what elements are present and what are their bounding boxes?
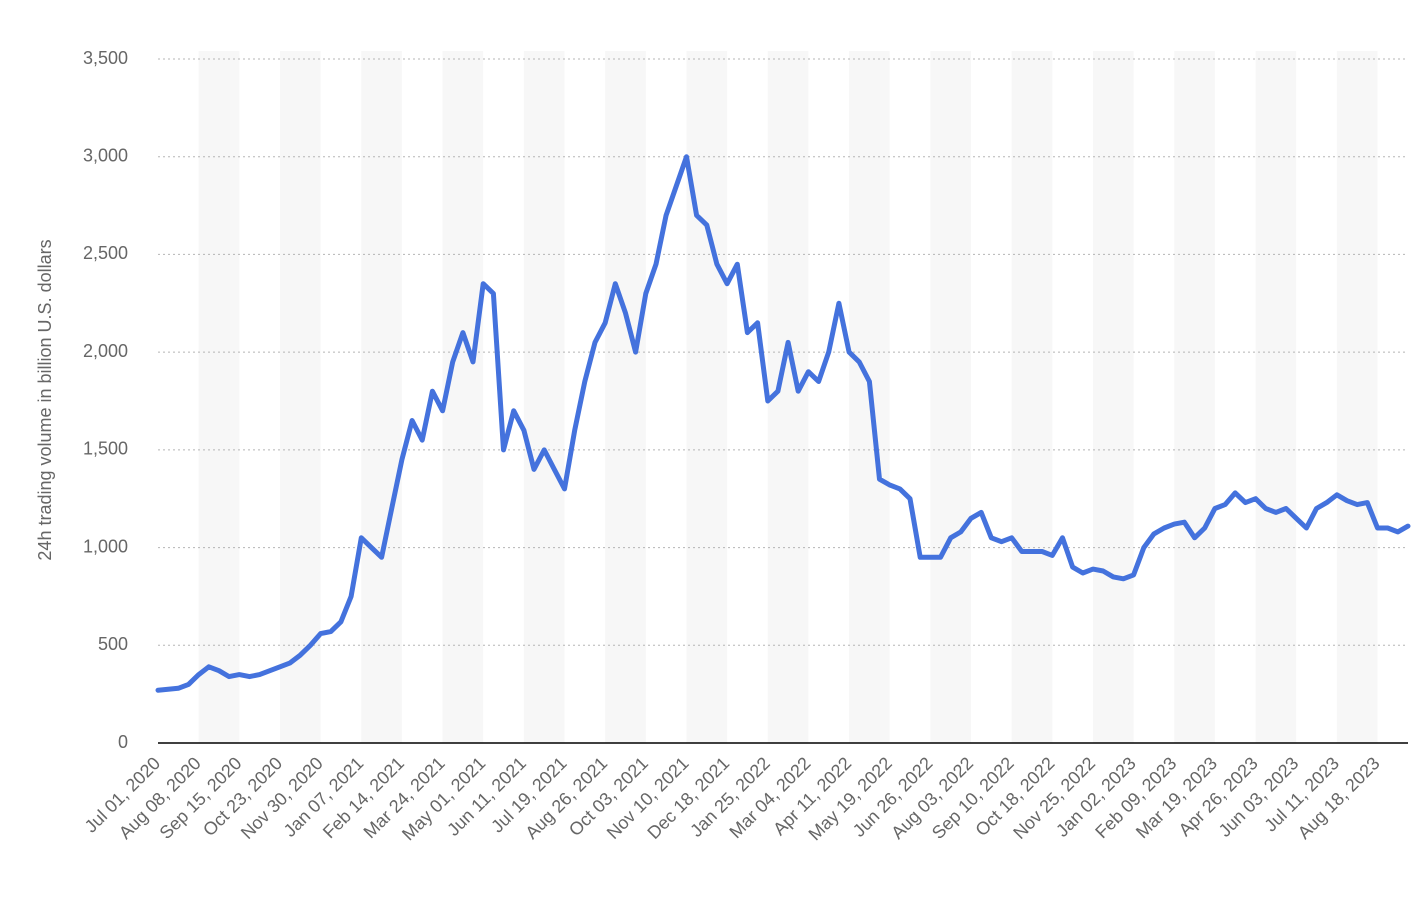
data-line (155, 154, 1411, 693)
y-tick-label: 1,500 (83, 439, 128, 459)
band (361, 51, 402, 743)
band (1092, 51, 1134, 743)
y-tick-label: 3,500 (83, 48, 128, 68)
y-axis-label: 24h trading volume in billion U.S. dolla… (35, 239, 55, 560)
band (605, 51, 646, 743)
y-tick-label: 500 (98, 634, 128, 654)
y-tick-label: 2,000 (83, 341, 128, 361)
bands (198, 51, 1378, 743)
band (930, 51, 972, 743)
band (279, 51, 321, 743)
y-tick-label: 3,000 (83, 145, 128, 165)
y-tick-label: 1,000 (83, 536, 128, 556)
band (523, 51, 565, 743)
band (198, 51, 240, 743)
band (1174, 51, 1215, 743)
band (686, 51, 728, 743)
y-tick-label: 0 (118, 732, 128, 752)
y-tick-label: 2,500 (83, 243, 128, 263)
band (1011, 51, 1053, 743)
band (1255, 51, 1297, 743)
band (442, 51, 484, 743)
band (1336, 51, 1378, 743)
